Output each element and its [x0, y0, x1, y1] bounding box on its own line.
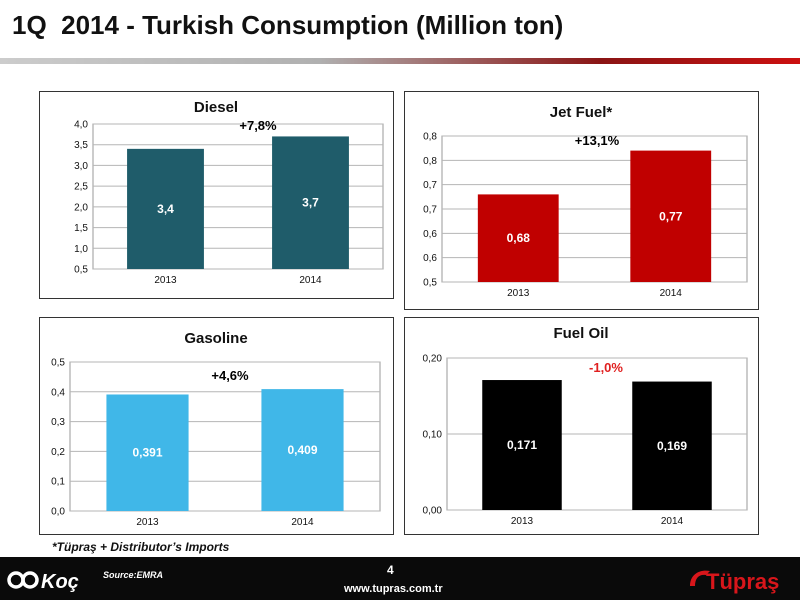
fuel-oil-value-label-2013: 0,171 [507, 438, 537, 452]
gasoline-ytick-label: 0,5 [51, 358, 65, 369]
footnote: *Tüpraş + Distributor’s Imports [52, 540, 230, 554]
diesel-xtick-label-2013: 2013 [154, 275, 177, 286]
fuel-oil-bar-2013 [482, 380, 562, 510]
tupras-swoosh-icon [690, 570, 710, 586]
gasoline-xtick-label-2013: 2013 [136, 517, 159, 528]
jet-fuel-bar-2014 [630, 150, 712, 282]
diesel-bar-2013 [127, 148, 204, 269]
jet-fuel-value-label-2014: 0,77 [659, 209, 683, 223]
diesel-ytick-label: 3,0 [74, 161, 88, 172]
gasoline-chart-panel: 0,0 0,1 0,2 0,3 0,4 0,5 0,391 2013 0,409 2014 Gaso… [39, 317, 394, 535]
diesel-chart-panel: 0,5 1,0 1,5 2,0 2,5 3,0 3,5 4,0 3,4 2013 3,7 2014 Di… [39, 91, 394, 299]
fuel-oil-chart-panel: 0,00 0,10 0,20 0,171 2013 0,169 2014 Fuel Oil -1… [404, 317, 759, 535]
jet-fuel-value-label-2013: 0,68 [507, 231, 531, 245]
title-divider [0, 58, 800, 64]
fuel-oil-ytick-label: 0,00 [423, 506, 443, 517]
diesel-value-label-2013: 3,4 [157, 202, 174, 216]
jet-fuel-xtick-label-2013: 2013 [507, 288, 530, 299]
diesel-chart: 0,5 1,0 1,5 2,0 2,5 3,0 3,5 4,0 3,4 2013 3,7 2014 Di… [74, 99, 384, 286]
tupras-logo-text: Tüpraş [706, 569, 779, 594]
fuel-oil-bar-2014 [632, 381, 712, 510]
gasoline-chart-title: Gasoline [184, 330, 247, 347]
diesel-ytick-label: 4,0 [74, 120, 88, 131]
jet-fuel-chart: 0,5 0,6 0,6 0,7 0,7 0,8 0,8 0,68 2013 0,77 2014 Jet… [423, 104, 748, 299]
jet-fuel-ytick-label: 0,8 [423, 132, 437, 143]
koc-logo-text: Koç [41, 571, 79, 593]
fuel-oil-chart: 0,00 0,10 0,20 0,171 2013 0,169 2014 Fuel Oil -1… [423, 325, 748, 527]
gasoline-value-label-2013: 0,391 [132, 446, 162, 460]
gasoline-bar-2013 [106, 394, 189, 511]
jet-fuel-ytick-label: 0,7 [423, 205, 437, 216]
jet-fuel-xtick-label-2014: 2014 [660, 288, 683, 299]
source-note: Source:EMRA [103, 570, 164, 580]
diesel-xtick-label-2014: 2014 [299, 275, 322, 286]
jet-fuel-ytick-label: 0,5 [423, 278, 437, 289]
website-link[interactable]: www.tupras.com.tr [344, 583, 443, 595]
gasoline-value-label-2014: 0,409 [287, 443, 317, 457]
gasoline-ytick-label: 0,3 [51, 417, 65, 428]
jet-fuel-ytick-label: 0,6 [423, 229, 437, 240]
jet-fuel-bar-2013 [477, 194, 559, 282]
fuel-oil-chart-title: Fuel Oil [553, 325, 608, 342]
page-title: 1Q 2014 - Turkish Consumption (Million t… [12, 10, 564, 40]
diesel-value-label-2014: 3,7 [302, 196, 319, 210]
footer-bar [0, 557, 800, 600]
jet-fuel-ytick-label: 0,7 [423, 180, 437, 191]
gasoline-bar-2014 [261, 389, 344, 511]
gasoline-ytick-label: 0,2 [51, 447, 65, 458]
jet-fuel-change-label: +13,1% [575, 133, 620, 148]
diesel-ytick-label: 1,5 [74, 223, 88, 234]
jet-fuel-chart-title: Jet Fuel* [550, 104, 613, 121]
fuel-oil-xtick-label-2014: 2014 [661, 516, 684, 527]
diesel-ytick-label: 2,0 [74, 202, 88, 213]
tupras-logo: Tüpraş [690, 569, 779, 594]
jet-fuel-ytick-label: 0,6 [423, 253, 437, 264]
koc-logo: Koç [7, 571, 79, 593]
diesel-change-label: +7,8% [239, 118, 277, 133]
diesel-chart-title: Diesel [194, 99, 238, 116]
gasoline-ytick-label: 0,0 [51, 507, 65, 518]
gasoline-change-label: +4,6% [211, 368, 249, 383]
diesel-ytick-label: 2,5 [74, 182, 88, 193]
gasoline-xtick-label-2014: 2014 [291, 517, 314, 528]
jet-fuel-ytick-label: 0,8 [423, 156, 437, 167]
page-number: 4 [387, 563, 394, 577]
diesel-ytick-label: 3,5 [74, 140, 88, 151]
fuel-oil-change-label: -1,0% [589, 360, 623, 375]
diesel-bar-2014 [272, 136, 349, 269]
koc-infinity-icon [7, 571, 39, 589]
fuel-oil-value-label-2014: 0,169 [657, 439, 687, 453]
fuel-oil-ytick-label: 0,10 [423, 430, 443, 441]
gasoline-ytick-label: 0,4 [51, 387, 65, 398]
diesel-ytick-label: 1,0 [74, 244, 88, 255]
fuel-oil-ytick-label: 0,20 [423, 354, 443, 365]
gasoline-ytick-label: 0,1 [51, 477, 65, 488]
jet-fuel-chart-panel: 0,5 0,6 0,6 0,7 0,7 0,8 0,8 0,68 2013 0,77 2014 Jet… [404, 91, 759, 310]
fuel-oil-xtick-label-2013: 2013 [511, 516, 534, 527]
gasoline-chart: 0,0 0,1 0,2 0,3 0,4 0,5 0,391 2013 0,409 2014 Gaso… [51, 330, 381, 528]
diesel-ytick-label: 0,5 [74, 265, 88, 276]
